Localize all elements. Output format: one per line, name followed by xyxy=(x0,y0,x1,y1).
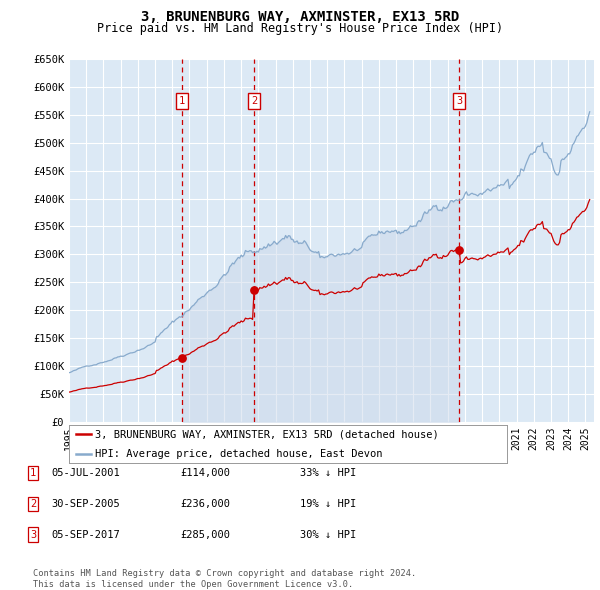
Text: 3, BRUNENBURG WAY, AXMINSTER, EX13 5RD: 3, BRUNENBURG WAY, AXMINSTER, EX13 5RD xyxy=(141,10,459,24)
Point xyxy=(454,245,464,255)
Text: Contains HM Land Registry data © Crown copyright and database right 2024.
This d: Contains HM Land Registry data © Crown c… xyxy=(33,569,416,589)
Text: 3: 3 xyxy=(456,96,463,106)
Text: 30-SEP-2005: 30-SEP-2005 xyxy=(51,499,120,509)
Text: 3: 3 xyxy=(30,530,36,539)
Text: 2: 2 xyxy=(251,96,257,106)
Text: 1: 1 xyxy=(178,96,185,106)
Text: 30% ↓ HPI: 30% ↓ HPI xyxy=(300,530,356,539)
Text: 1: 1 xyxy=(30,468,36,478)
Point xyxy=(249,286,259,295)
Text: 05-JUL-2001: 05-JUL-2001 xyxy=(51,468,120,478)
Point xyxy=(177,353,187,363)
Text: 3, BRUNENBURG WAY, AXMINSTER, EX13 5RD (detached house): 3, BRUNENBURG WAY, AXMINSTER, EX13 5RD (… xyxy=(95,430,439,440)
Text: £236,000: £236,000 xyxy=(180,499,230,509)
Text: 05-SEP-2017: 05-SEP-2017 xyxy=(51,530,120,539)
Text: £114,000: £114,000 xyxy=(180,468,230,478)
Text: 19% ↓ HPI: 19% ↓ HPI xyxy=(300,499,356,509)
Text: HPI: Average price, detached house, East Devon: HPI: Average price, detached house, East… xyxy=(95,448,383,458)
Text: 33% ↓ HPI: 33% ↓ HPI xyxy=(300,468,356,478)
Text: £285,000: £285,000 xyxy=(180,530,230,539)
Text: Price paid vs. HM Land Registry's House Price Index (HPI): Price paid vs. HM Land Registry's House … xyxy=(97,22,503,35)
Text: 2: 2 xyxy=(30,499,36,509)
